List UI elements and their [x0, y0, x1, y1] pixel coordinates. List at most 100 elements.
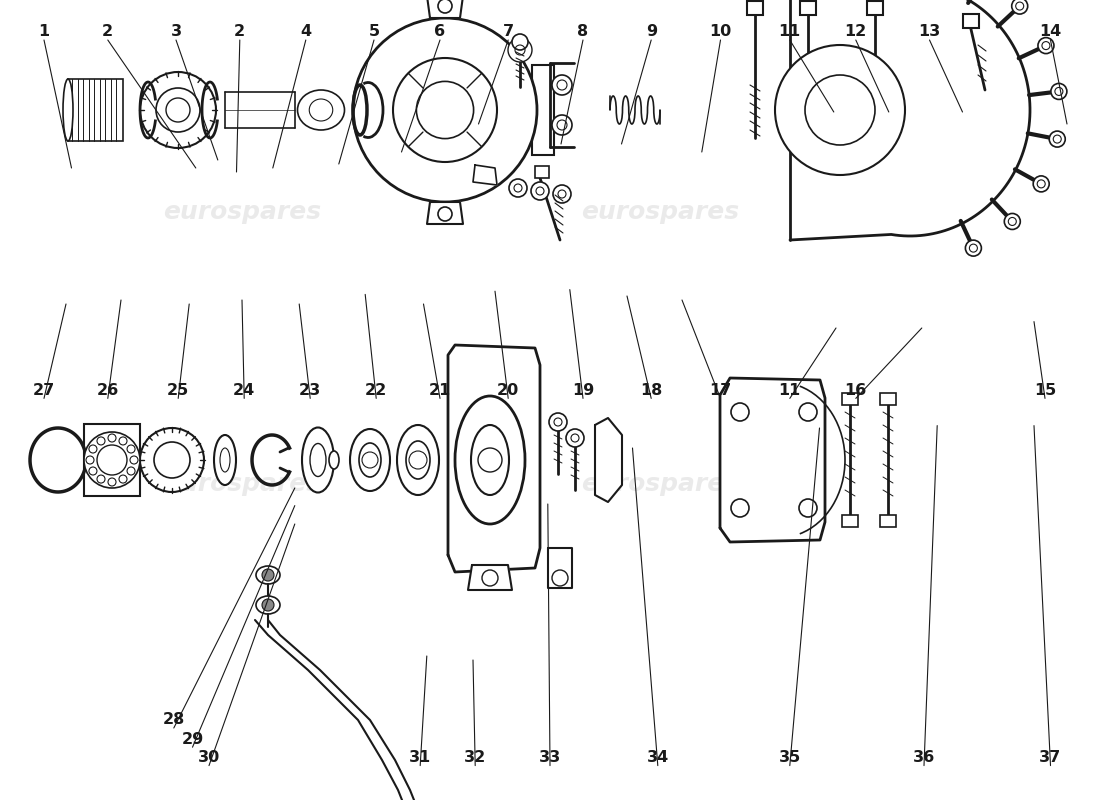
- Bar: [535, 166, 549, 178]
- Circle shape: [1012, 0, 1027, 14]
- Bar: [842, 515, 858, 527]
- Text: 24: 24: [233, 383, 255, 398]
- Text: 9: 9: [646, 25, 657, 39]
- Circle shape: [262, 599, 274, 611]
- Text: 2: 2: [234, 25, 245, 39]
- Bar: [747, 1, 763, 15]
- Circle shape: [438, 0, 452, 13]
- Polygon shape: [448, 345, 540, 572]
- Text: 19: 19: [572, 383, 594, 398]
- Circle shape: [128, 445, 135, 453]
- Text: 6: 6: [434, 25, 446, 39]
- Text: 23: 23: [299, 383, 321, 398]
- Circle shape: [776, 45, 905, 175]
- Polygon shape: [548, 548, 572, 588]
- Polygon shape: [595, 418, 621, 502]
- Polygon shape: [473, 165, 497, 185]
- Circle shape: [97, 475, 104, 483]
- Circle shape: [549, 413, 566, 431]
- Ellipse shape: [256, 596, 280, 614]
- Text: 13: 13: [918, 25, 940, 39]
- Circle shape: [732, 499, 749, 517]
- Circle shape: [438, 207, 452, 221]
- Circle shape: [552, 115, 572, 135]
- Text: 14: 14: [1040, 25, 1062, 39]
- Circle shape: [566, 429, 584, 447]
- Ellipse shape: [63, 79, 73, 141]
- Text: eurospares: eurospares: [581, 200, 739, 224]
- Circle shape: [552, 75, 572, 95]
- Text: 26: 26: [97, 383, 119, 398]
- Text: 11: 11: [779, 25, 801, 39]
- Circle shape: [417, 82, 474, 138]
- Circle shape: [86, 456, 94, 464]
- Circle shape: [262, 569, 274, 581]
- Text: 20: 20: [497, 383, 519, 398]
- Circle shape: [84, 432, 140, 488]
- Text: 36: 36: [913, 750, 935, 765]
- Text: 7: 7: [503, 25, 514, 39]
- Text: 15: 15: [1034, 383, 1056, 398]
- Circle shape: [732, 403, 749, 421]
- Circle shape: [128, 467, 135, 475]
- Circle shape: [119, 437, 126, 445]
- Text: 12: 12: [845, 25, 867, 39]
- Text: 21: 21: [429, 383, 451, 398]
- Circle shape: [512, 34, 528, 50]
- Text: 30: 30: [198, 750, 220, 765]
- Ellipse shape: [297, 90, 344, 130]
- Bar: [880, 393, 896, 405]
- Polygon shape: [720, 378, 825, 542]
- Circle shape: [553, 185, 571, 203]
- Circle shape: [509, 179, 527, 197]
- Text: 35: 35: [779, 750, 801, 765]
- Circle shape: [108, 434, 115, 442]
- Bar: [962, 14, 979, 28]
- Circle shape: [1033, 176, 1049, 192]
- Polygon shape: [468, 565, 512, 590]
- Circle shape: [362, 452, 378, 468]
- Circle shape: [353, 18, 537, 202]
- Circle shape: [166, 98, 190, 122]
- Circle shape: [409, 451, 427, 469]
- Circle shape: [130, 456, 138, 464]
- Circle shape: [108, 478, 115, 486]
- Circle shape: [1004, 214, 1021, 230]
- Text: eurospares: eurospares: [163, 200, 321, 224]
- Text: 32: 32: [464, 750, 486, 765]
- Circle shape: [97, 437, 104, 445]
- Text: 1: 1: [39, 25, 50, 39]
- Ellipse shape: [397, 425, 439, 495]
- Ellipse shape: [256, 566, 280, 584]
- Circle shape: [966, 240, 981, 256]
- Polygon shape: [427, 0, 463, 18]
- Ellipse shape: [302, 427, 334, 493]
- Circle shape: [482, 570, 498, 586]
- Circle shape: [140, 428, 204, 492]
- Circle shape: [1038, 38, 1054, 54]
- Circle shape: [1050, 83, 1067, 99]
- Text: 11: 11: [779, 383, 801, 398]
- Circle shape: [478, 448, 502, 472]
- Text: 4: 4: [300, 25, 311, 39]
- Ellipse shape: [214, 435, 236, 485]
- Bar: [84, 424, 140, 496]
- Circle shape: [799, 403, 817, 421]
- Ellipse shape: [350, 429, 390, 491]
- Ellipse shape: [455, 396, 525, 524]
- Text: 25: 25: [167, 383, 189, 398]
- Text: 3: 3: [170, 25, 182, 39]
- Text: 37: 37: [1040, 750, 1062, 765]
- Text: eurospares: eurospares: [581, 472, 739, 496]
- Polygon shape: [790, 0, 1030, 240]
- Ellipse shape: [329, 451, 339, 469]
- Circle shape: [508, 38, 532, 62]
- Text: 27: 27: [33, 383, 55, 398]
- Text: 8: 8: [578, 25, 588, 39]
- Text: 33: 33: [539, 750, 561, 765]
- Circle shape: [89, 445, 97, 453]
- Text: 31: 31: [409, 750, 431, 765]
- Bar: [867, 1, 883, 15]
- Circle shape: [1049, 131, 1065, 147]
- Text: eurospares: eurospares: [163, 472, 321, 496]
